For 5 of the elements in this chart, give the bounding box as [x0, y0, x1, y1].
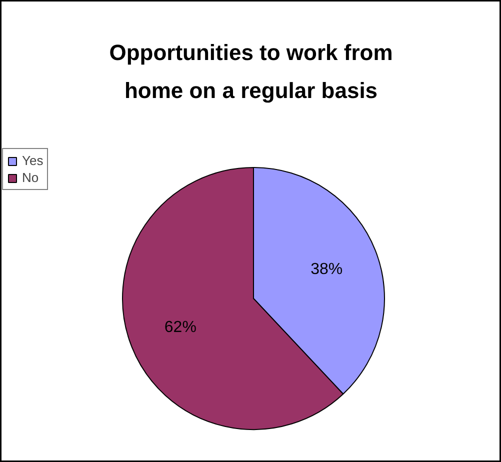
legend-label: No [22, 170, 40, 185]
data-label: 62% [164, 318, 196, 336]
legend-label: Yes [22, 153, 44, 168]
chart-title: Opportunities to work from home on a regular basis [109, 40, 393, 103]
data-label: 38% [310, 261, 343, 278]
